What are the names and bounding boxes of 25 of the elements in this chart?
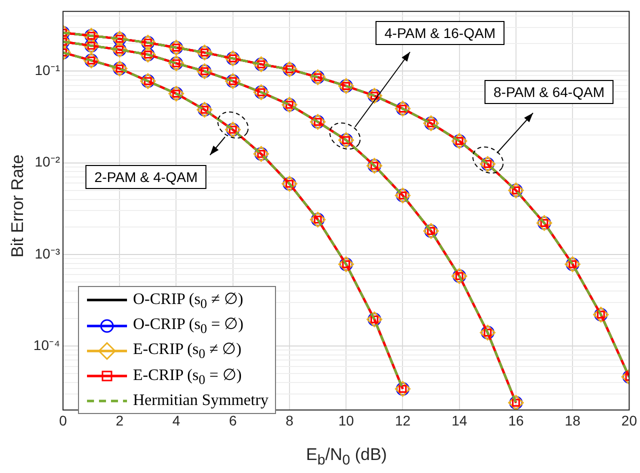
x-tick-label: 2 [116,412,124,428]
annotation: 2-PAM & 4-QAM [85,165,207,189]
x-tick-label: 10 [338,412,354,428]
x-tick-label: 14 [452,412,468,428]
x-tick-label: 18 [564,412,581,428]
y-tick-label: 10⁻³ [34,245,60,262]
legend-label: Hermitian Symmetry [133,392,269,409]
x-axis-title: E$_{b}$/N$_{0}$ (dB) [305,445,388,468]
y-tick-label: 10⁻² [34,154,60,170]
x-tick-label: 16 [508,412,524,428]
annotation: 8-PAM & 64-QAM [484,80,614,104]
y-tick-label: 10⁻¹ [34,62,60,78]
legend-label: E-CRIP (s$_{0}$ = ∅) [133,366,242,387]
x-tick-label: 6 [228,412,237,428]
y-axis-title: Bit Error Rate [8,153,28,259]
y-tick-label: 10⁻⁴ [33,336,60,353]
legend-label: O-CRIP (s$_{0}$ ≠ ∅) [133,291,244,312]
x-tick-label: 4 [172,412,180,428]
x-tick-label: 12 [394,412,411,428]
legend-label: O-CRIP (s$_{0}$ = ∅) [133,316,244,336]
x-tick-label: 20 [621,412,638,428]
x-tick-label: 0 [59,412,68,428]
x-tick-label: 8 [286,412,294,428]
annotation: 4-PAM & 16-QAM [376,21,504,45]
legend-label: E-CRIP (s$_{0}$ ≠ ∅) [133,341,242,362]
